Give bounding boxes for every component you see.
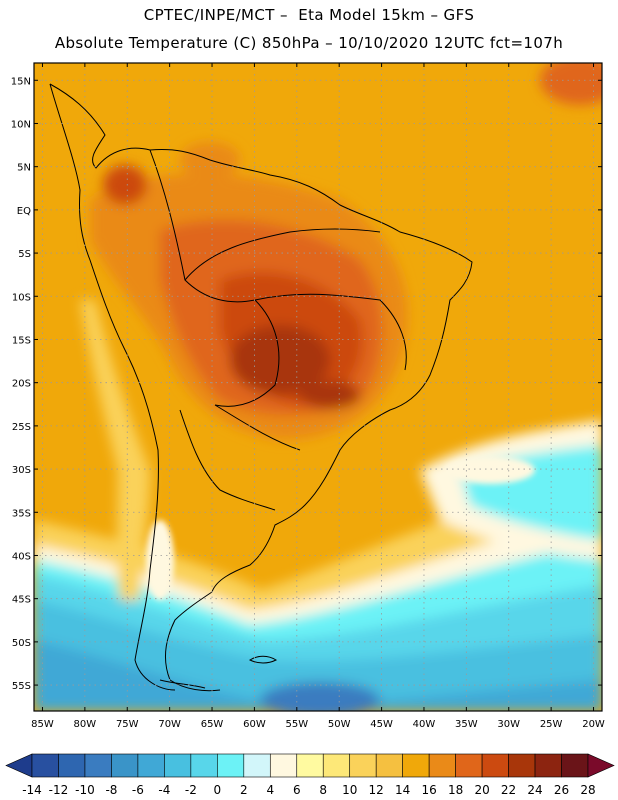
colorbar-level-label: 8 bbox=[319, 783, 327, 797]
colorbar-level-label: 28 bbox=[580, 783, 595, 797]
temperature-field bbox=[34, 63, 602, 711]
latitude-tick-label: 20S bbox=[12, 379, 31, 390]
latitude-tick-label: 15N bbox=[11, 76, 31, 87]
longitude-tick-label: 70W bbox=[158, 719, 181, 730]
colorbar-box bbox=[534, 753, 562, 778]
latitude-tick-label: 15S bbox=[12, 335, 31, 346]
latitude-tick-label: 45S bbox=[12, 595, 31, 606]
colorbar-level-label: 4 bbox=[266, 783, 274, 797]
colorbar-box bbox=[84, 753, 112, 778]
colorbar-level-label: -8 bbox=[105, 783, 117, 797]
temperature-colorbar: -14 -12 -10 -8 -6 -4 -2 0 2 4 6 8 10 12 14 16 18 20 22 24 26… bbox=[5, 753, 615, 797]
longitude-tick-label: 80W bbox=[74, 719, 97, 730]
latitude-tick-label: 5S bbox=[18, 249, 31, 260]
colorbar-box bbox=[217, 753, 245, 778]
latitude-tick-label: 10N bbox=[11, 119, 31, 130]
colorbar-extend-low bbox=[5, 753, 33, 778]
longitude-tick-label: 40W bbox=[413, 719, 436, 730]
colorbar-box bbox=[296, 753, 324, 778]
colorbar-box bbox=[561, 753, 589, 778]
colorbar-extend-high bbox=[587, 753, 615, 778]
coastline bbox=[49, 83, 473, 692]
colorbar-box bbox=[508, 753, 536, 778]
colorbar-level-label: -10 bbox=[75, 783, 95, 797]
latitude-tick-label: 10S bbox=[12, 292, 31, 303]
colorbar-box bbox=[402, 753, 430, 778]
longitude-tick-label: 45W bbox=[370, 719, 393, 730]
colorbar-level-label: 12 bbox=[369, 783, 384, 797]
colorbar-level-label: 24 bbox=[527, 783, 542, 797]
colorbar-box bbox=[164, 753, 192, 778]
colorbar-level-label: 16 bbox=[422, 783, 437, 797]
latitude-tick-label: 50S bbox=[12, 638, 31, 649]
longitude-tick-label: 75W bbox=[116, 719, 139, 730]
colorbar-level-label: 18 bbox=[448, 783, 463, 797]
map-title-line-1: CPTEC/INPE/MCT – Eta Model 15km – GFS bbox=[143, 6, 475, 24]
latitude-tick-label: 35S bbox=[12, 508, 31, 519]
colorbar-box bbox=[31, 753, 59, 778]
latitude-tick-label: 40S bbox=[12, 551, 31, 562]
latitude-tick-label: 30S bbox=[12, 465, 31, 476]
colorbar-level-label: -4 bbox=[158, 783, 170, 797]
longitude-tick-label: 60W bbox=[243, 719, 266, 730]
colorbar-box bbox=[481, 753, 509, 778]
colorbar-box bbox=[190, 753, 218, 778]
colorbar-box bbox=[111, 753, 139, 778]
longitude-tick-label: 35W bbox=[455, 719, 478, 730]
colorbar-level-label: -2 bbox=[185, 783, 197, 797]
colorbar-box bbox=[243, 753, 271, 778]
colorbar-box bbox=[137, 753, 165, 778]
colorbar-level-label: 22 bbox=[501, 783, 516, 797]
longitude-tick-label: 85W bbox=[31, 719, 54, 730]
temperature-map: 85W 80W 75W 70W 65W 60W 55W 50W 45W 40W 35W 30W 25W 2… bbox=[11, 62, 605, 730]
colorbar-level-label: 2 bbox=[240, 783, 248, 797]
latitude-tick-label: 5N bbox=[17, 163, 31, 174]
map-frame bbox=[33, 62, 603, 712]
longitude-tick-label: 65W bbox=[201, 719, 224, 730]
colorbar-box bbox=[455, 753, 483, 778]
colorbar-level-label: 14 bbox=[395, 783, 410, 797]
longitude-axis: 85W 80W 75W 70W 65W 60W 55W 50W 45W 40W 35W 30W 25W 2… bbox=[31, 63, 605, 730]
colorbar-box bbox=[322, 753, 351, 778]
colorbar-level-label: -12 bbox=[49, 783, 69, 797]
colorbar-level-label: -6 bbox=[132, 783, 144, 797]
longitude-tick-label: 55W bbox=[285, 719, 308, 730]
colorbar-level-label: 0 bbox=[214, 783, 222, 797]
map-grid bbox=[34, 63, 602, 711]
colorbar-level-label: 26 bbox=[554, 783, 569, 797]
colorbar-level-label: 6 bbox=[293, 783, 301, 797]
latitude-tick-label: EQ bbox=[17, 206, 31, 217]
longitude-tick-label: 20W bbox=[582, 719, 605, 730]
colorbar-level-label: -14 bbox=[22, 783, 42, 797]
colorbar-level-label: 20 bbox=[474, 783, 489, 797]
colorbar-box bbox=[375, 753, 403, 778]
longitude-tick-label: 30W bbox=[497, 719, 520, 730]
latitude-tick-label: 25S bbox=[12, 422, 31, 433]
colorbar-box bbox=[349, 753, 377, 778]
latitude-tick-label: 55S bbox=[12, 681, 31, 692]
colorbar-box bbox=[269, 753, 298, 778]
colorbar-box bbox=[58, 753, 86, 778]
colorbar-level-label: 10 bbox=[342, 783, 357, 797]
longitude-tick-label: 50W bbox=[328, 719, 351, 730]
colorbar-box bbox=[428, 753, 456, 778]
longitude-tick-label: 25W bbox=[540, 719, 563, 730]
latitude-axis: 15N 10N 5N EQ 5S 10S 15S 20S 25S 30S 35S 40S 45S 50S 5… bbox=[11, 76, 602, 692]
map-title-line-2: Absolute Temperature (C) 850hPa – 10/10/… bbox=[54, 34, 564, 52]
